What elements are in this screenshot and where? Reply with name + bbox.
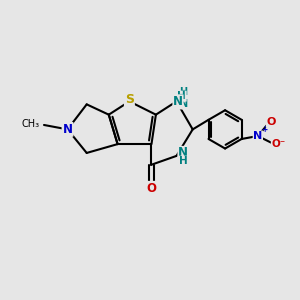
Text: N: N [63,123,73,136]
Text: +: + [261,125,268,134]
Text: H
N: H N [179,87,187,109]
Text: N: N [173,95,183,108]
Text: N: N [178,146,188,159]
Text: S: S [125,93,134,106]
Text: O: O [146,182,157,195]
Text: CH₃: CH₃ [22,119,40,129]
Text: N: N [253,131,262,141]
Text: H: H [178,156,188,166]
Text: H: H [177,91,186,101]
Text: O⁻: O⁻ [271,139,286,149]
Text: O: O [266,117,276,127]
